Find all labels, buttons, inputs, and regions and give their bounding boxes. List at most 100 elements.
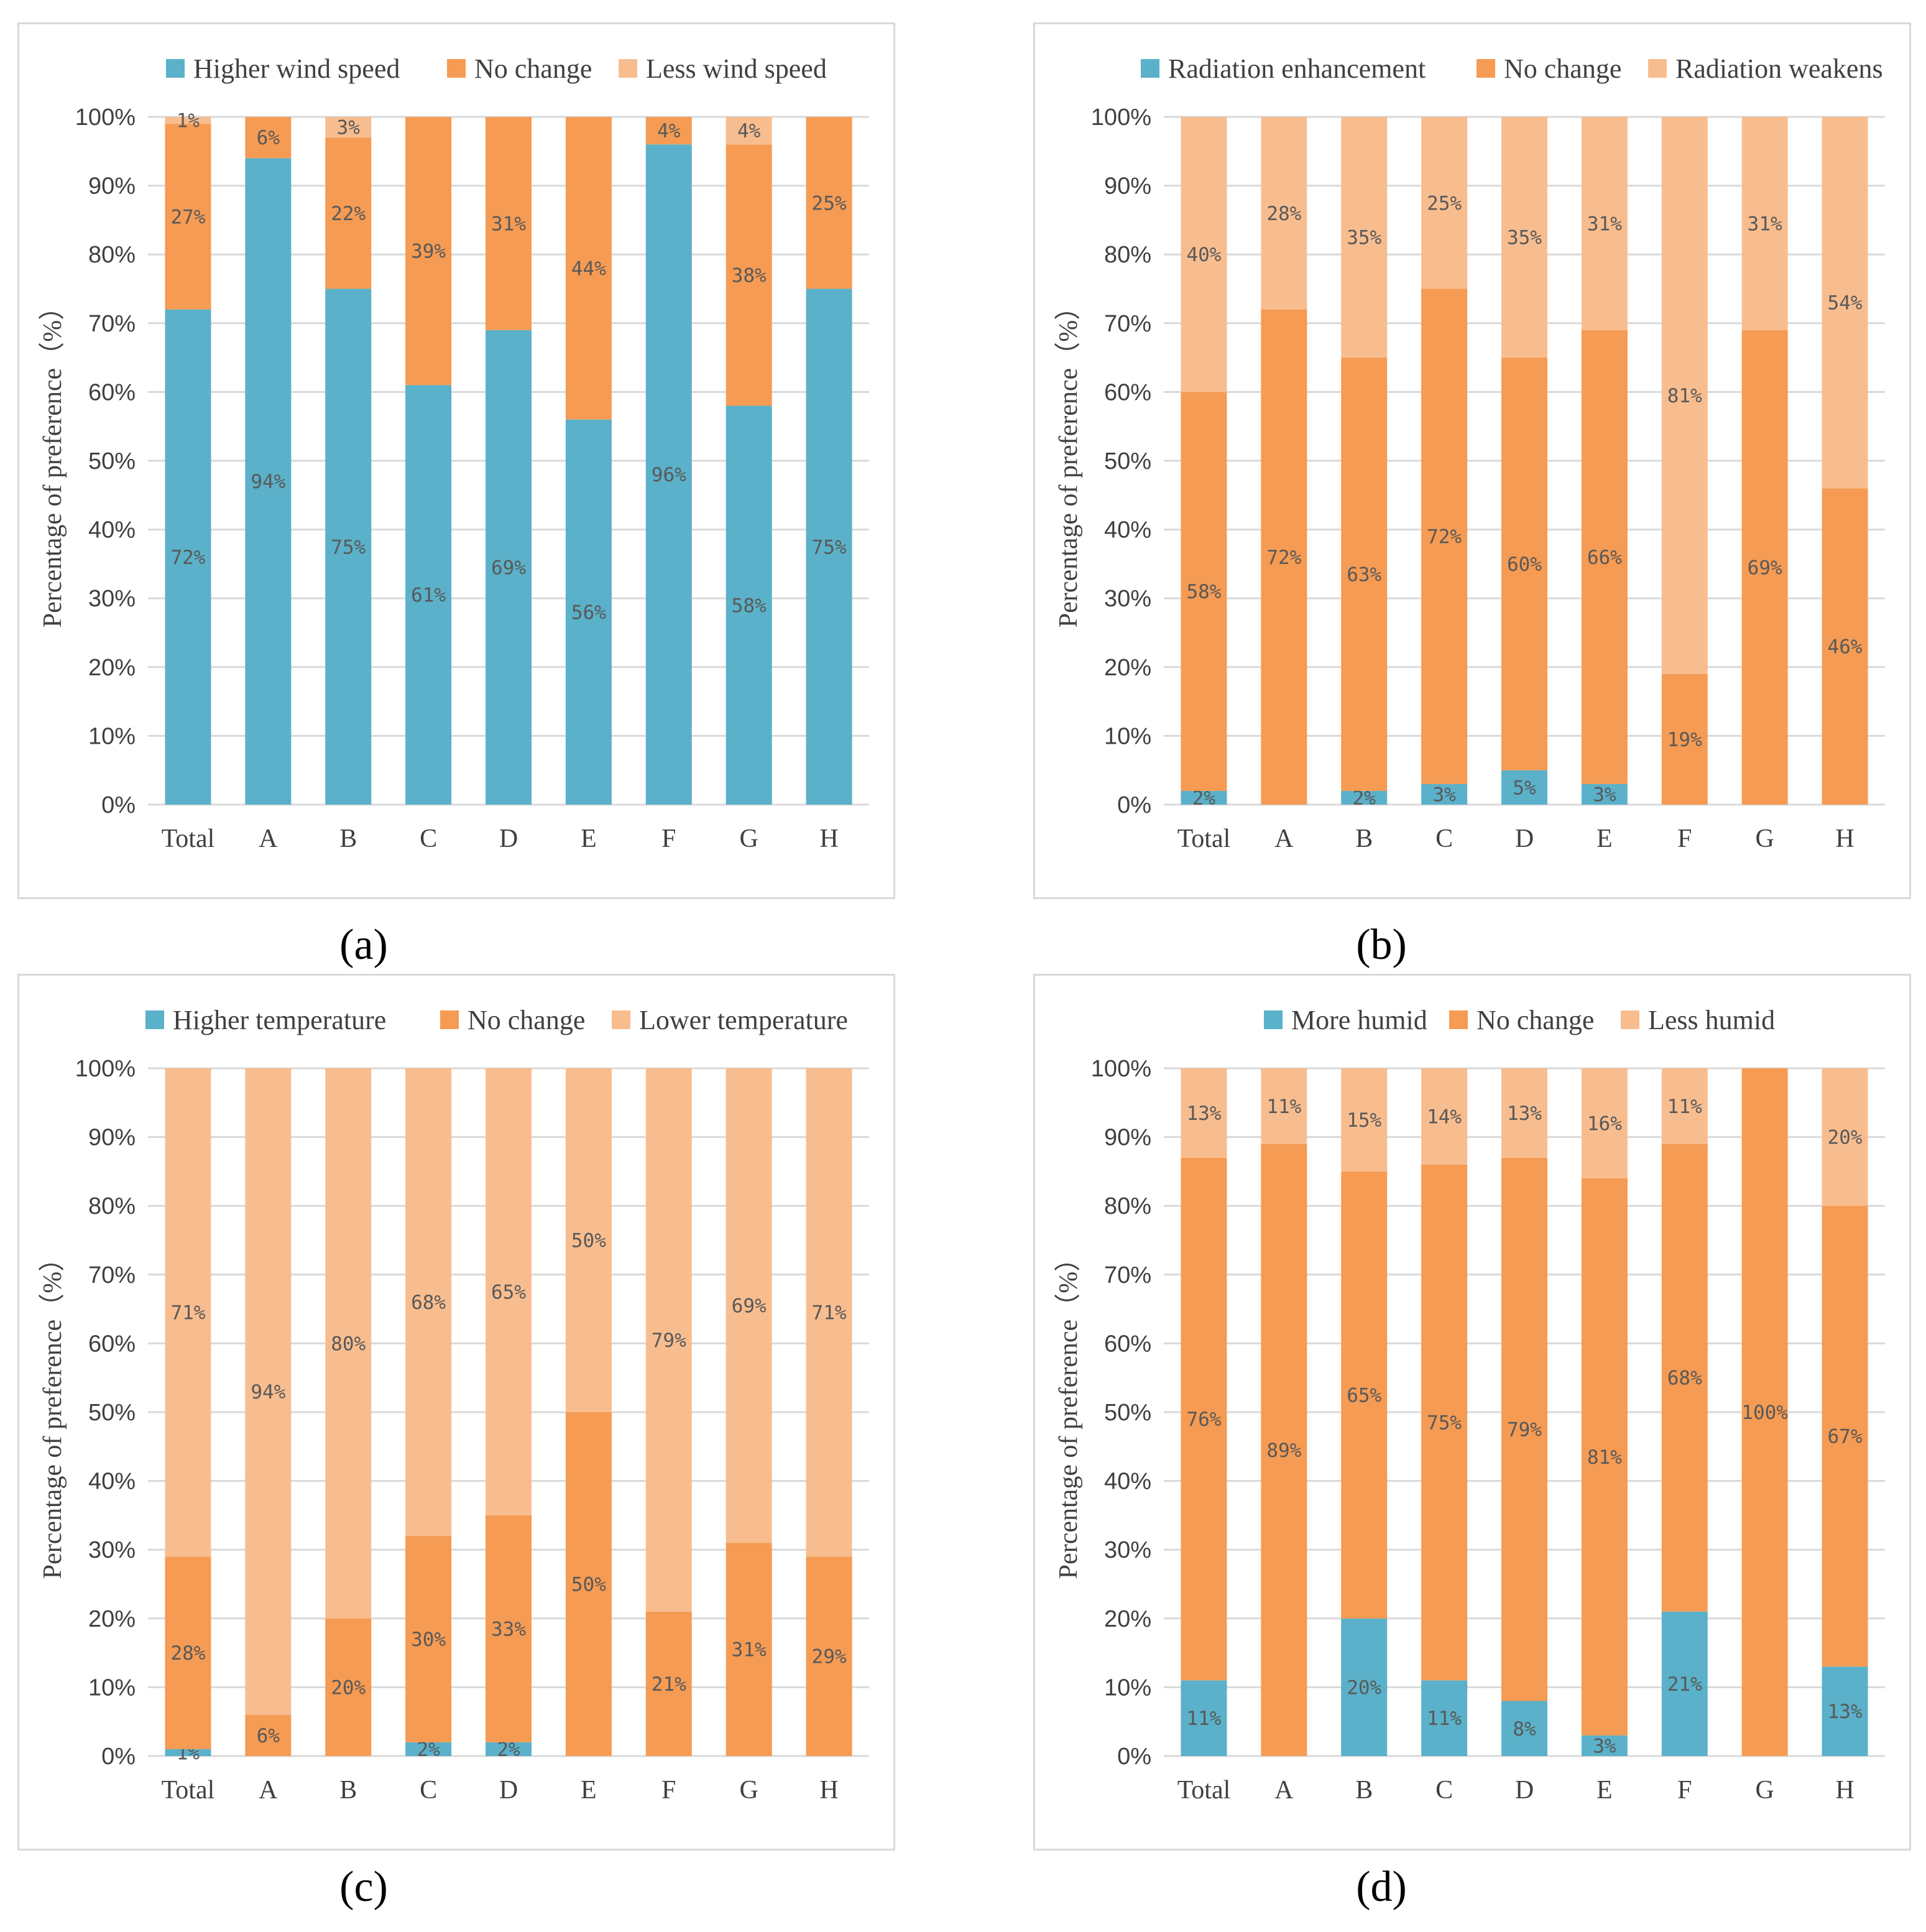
x-tick-label: D — [1515, 1776, 1534, 1805]
data-label: 60% — [1507, 553, 1542, 576]
bar-segment-orange — [1181, 392, 1227, 791]
data-label: 20% — [1347, 1676, 1381, 1699]
y-tick-label: 10% — [1104, 1675, 1151, 1701]
bar-segment-orange — [405, 1536, 452, 1742]
y-tick-label: 90% — [1104, 173, 1151, 200]
bar-segment-orange — [486, 117, 532, 330]
x-tick-label: Total — [1177, 825, 1231, 853]
legend-label: Lower temperature — [639, 1005, 848, 1035]
x-tick-label: B — [1355, 1776, 1373, 1805]
data-label: 67% — [1828, 1426, 1863, 1448]
data-label: 16% — [1587, 1112, 1622, 1135]
data-label: 2% — [1353, 787, 1376, 810]
data-label: 76% — [1186, 1408, 1221, 1431]
data-label: 50% — [571, 1230, 606, 1252]
data-label: 2% — [417, 1739, 440, 1761]
data-label: 31% — [1587, 213, 1622, 235]
x-tick-label: H — [819, 1776, 838, 1805]
bar-segment-blue — [165, 1749, 211, 1756]
y-tick-label: 10% — [88, 1675, 136, 1701]
data-label: 4% — [657, 120, 681, 142]
bar-segment-orange — [245, 1714, 292, 1756]
bar-segment-peach — [1261, 1068, 1307, 1144]
x-tick-label: G — [1755, 1776, 1774, 1805]
bar-segment-orange — [325, 1618, 372, 1756]
bar-segment-peach — [1341, 1068, 1388, 1172]
x-tick-label: Total — [162, 825, 215, 853]
bar-segment-peach — [1421, 1068, 1468, 1165]
bar-segment-blue — [1421, 1680, 1468, 1756]
x-tick-label: H — [819, 825, 838, 853]
bar-segment-peach — [1661, 1068, 1708, 1144]
bar-segment-peach — [165, 117, 211, 124]
legend-label: Higher temperature — [173, 1005, 386, 1035]
data-label: 72% — [1427, 526, 1462, 548]
bar-segment-orange — [1421, 289, 1468, 784]
y-tick-label: 20% — [1104, 1606, 1151, 1632]
data-label: 14% — [1427, 1106, 1462, 1128]
data-label: 3% — [1432, 783, 1456, 806]
data-label: 44% — [571, 257, 606, 280]
legend-swatch-peach — [1648, 59, 1667, 78]
legend-swatch-peach — [612, 1010, 630, 1029]
bar-segment-blue — [405, 1742, 452, 1756]
bar-segment-blue — [1341, 1618, 1388, 1756]
bar-segment-blue — [1421, 783, 1468, 805]
data-label: 11% — [1667, 1096, 1702, 1118]
legend-label: More humid — [1291, 1005, 1427, 1035]
x-tick-label: E — [1597, 825, 1613, 853]
legend-label: No change — [1477, 1005, 1594, 1035]
data-label: 11% — [1427, 1708, 1462, 1730]
y-tick-label: 100% — [75, 1056, 136, 1082]
data-label: 3% — [337, 117, 361, 139]
data-label: 80% — [331, 1333, 366, 1355]
y-axis-label: Percentage of preference（%） — [39, 294, 67, 627]
data-label: 29% — [812, 1646, 847, 1668]
y-tick-label: 0% — [101, 792, 136, 818]
x-tick-label: C — [420, 825, 437, 853]
data-label: 89% — [1266, 1440, 1301, 1462]
panel-caption: (d) — [1356, 1863, 1407, 1911]
data-label: 71% — [170, 1302, 205, 1324]
bar-segment-orange — [1181, 1157, 1227, 1681]
x-tick-label: C — [1435, 1776, 1453, 1805]
bar-segment-peach — [645, 1068, 692, 1612]
bar-segment-orange — [645, 117, 692, 145]
bar-segment-orange — [1501, 358, 1547, 770]
data-label: 13% — [1186, 1102, 1221, 1125]
legend-label: No change — [1504, 53, 1621, 84]
data-label: 31% — [491, 213, 526, 235]
y-tick-label: 20% — [88, 655, 136, 681]
bar-segment-blue — [1822, 1666, 1868, 1756]
bar-segment-peach — [1581, 117, 1628, 330]
bar-segment-peach — [726, 117, 772, 145]
y-tick-label: 100% — [1091, 1056, 1151, 1082]
data-label: 75% — [1427, 1412, 1462, 1435]
x-tick-label: D — [499, 825, 518, 853]
bar-segment-orange — [1661, 673, 1708, 805]
legend-swatch-orange — [440, 1010, 459, 1029]
x-tick-label: Total — [1177, 1776, 1231, 1805]
data-label: 94% — [251, 1381, 285, 1403]
bar-segment-blue — [1181, 790, 1227, 805]
bar-segment-peach — [1421, 117, 1468, 289]
bar-segment-orange — [1341, 358, 1388, 791]
x-tick-label: A — [1274, 1776, 1294, 1805]
data-label: 4% — [737, 120, 761, 142]
data-label: 65% — [1347, 1384, 1381, 1407]
bar-segment-orange — [565, 117, 612, 420]
bar-segment-peach — [806, 1068, 852, 1557]
y-tick-label: 10% — [88, 723, 136, 749]
bar-segment-orange — [245, 117, 292, 159]
y-tick-label: 20% — [88, 1606, 136, 1632]
data-label: 65% — [491, 1281, 526, 1303]
data-label: 25% — [812, 192, 847, 215]
data-label: 1% — [177, 110, 200, 132]
y-tick-label: 80% — [88, 1193, 136, 1219]
bar-segment-blue — [1581, 783, 1628, 805]
legend-swatch-blue — [1264, 1010, 1283, 1029]
bar-segment-peach — [1661, 117, 1708, 674]
bar-segment-orange — [165, 1556, 211, 1749]
bar-segment-peach — [565, 1068, 612, 1412]
data-label: 2% — [497, 1739, 520, 1761]
